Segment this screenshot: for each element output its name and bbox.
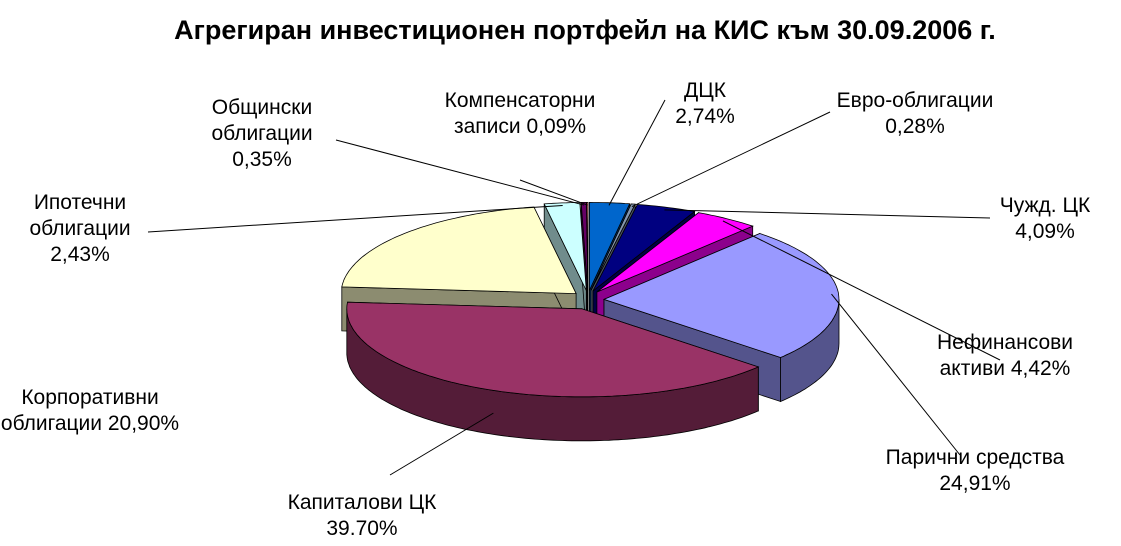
label-value: 4,42% <box>1010 357 1071 380</box>
label-name: ДЦК <box>684 79 726 102</box>
data-label: ДЦК 2,74% <box>655 78 755 130</box>
leader-line <box>831 293 961 456</box>
label-name: Евро-облигации <box>836 89 994 112</box>
label-name: Чужд. ЦК <box>999 194 1091 217</box>
slice-top <box>590 203 636 291</box>
label-value: 0,35% <box>232 148 292 171</box>
chart-title: Агрегиран инвестиционен портфейл на КИС … <box>174 15 996 45</box>
data-label: Ипотечни облигации 2,43% <box>10 190 150 268</box>
label-name: Парични средства <box>885 446 1065 469</box>
label-value: 2,74% <box>675 105 735 128</box>
label-value: 0,09% <box>526 115 587 138</box>
leader-line <box>631 111 831 208</box>
label-value: 4,09% <box>1015 220 1075 243</box>
label-name: Капиталови ЦК <box>287 491 437 514</box>
data-label: Парични средства 24,91% <box>880 445 1070 497</box>
slice-top <box>580 201 589 291</box>
data-label: Общински облигации 0,35% <box>187 95 337 173</box>
leader-line <box>147 205 563 233</box>
leader-line <box>335 139 585 206</box>
slice-top <box>346 301 760 398</box>
slice-top <box>596 212 754 293</box>
leader-line <box>664 209 991 219</box>
label-name: Нефинансови активи <box>936 331 1074 380</box>
slice-top <box>602 233 840 358</box>
label-name: Компенсаторни записи <box>444 89 596 138</box>
label-name: Ипотечни облигации <box>29 191 131 240</box>
data-label: Капиталови ЦК 39.70% <box>277 490 447 542</box>
label-value: 20,90% <box>107 412 180 435</box>
slice-top <box>341 206 577 295</box>
data-label: Компенсаторни записи 0,09% <box>425 88 615 140</box>
label-name: Корпоративни облигации <box>0 386 159 435</box>
leader-line <box>519 179 588 206</box>
leader-line <box>722 220 1001 361</box>
leader-line <box>608 99 666 206</box>
data-label: Чужд. ЦК 4,09% <box>990 193 1100 245</box>
label-name: Общински облигации <box>211 96 313 145</box>
leader-line <box>389 412 494 476</box>
slice <box>346 301 760 442</box>
slice-top <box>543 202 587 291</box>
label-value: 2,43% <box>50 243 110 266</box>
data-label: Нефинансови активи 4,42% <box>930 330 1080 382</box>
label-value: 24,91% <box>939 472 1011 495</box>
label-value: 0,28% <box>885 115 945 138</box>
data-label: Корпоративни облигации 20,90% <box>0 385 180 437</box>
label-value: 39.70% <box>326 517 398 540</box>
data-label: Евро-облигации 0,28% <box>825 88 1005 140</box>
slice-top <box>589 201 631 291</box>
